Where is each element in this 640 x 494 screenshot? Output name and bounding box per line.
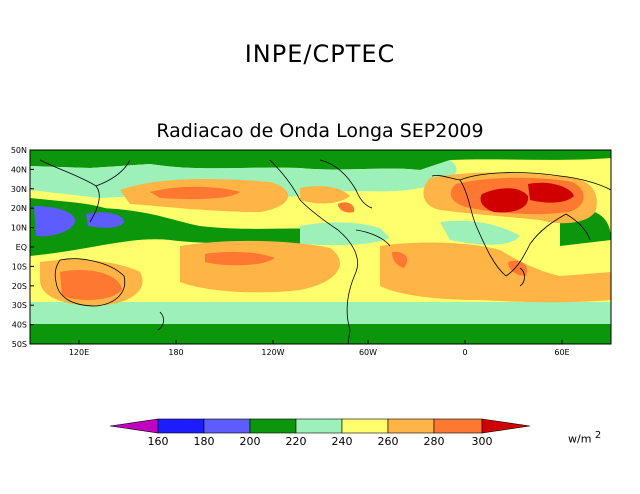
field-arabia-300 <box>528 182 574 203</box>
lon-label-180: 180 <box>168 348 183 357</box>
field-aus-280 <box>60 270 122 300</box>
field-satl-260 <box>380 242 611 303</box>
field-satl-280 <box>392 251 408 268</box>
lat-label-40s: 40S <box>12 321 27 330</box>
lat-label-10s: 10S <box>12 262 27 271</box>
colorbar-swatch-220 <box>295 418 343 434</box>
field-carib-280 <box>338 202 355 213</box>
colorbar-swatch-140 <box>109 418 159 434</box>
field-wpac-180 <box>34 206 76 237</box>
colorbar: 160 180 200 220 240 260 280 300 <box>109 418 531 448</box>
lon-label-120e: 120E <box>69 348 89 357</box>
colorbar-swatch-300 <box>481 418 531 434</box>
page-title: INPE/CPTEC <box>244 40 396 68</box>
lat-label-40n: 40N <box>11 165 27 174</box>
field-south-200 <box>30 324 611 344</box>
lat-label-50s: 50S <box>12 340 27 349</box>
olr-field <box>30 150 611 344</box>
colorbar-swatch-280 <box>433 418 483 434</box>
colorbar-label-220: 220 <box>286 435 307 448</box>
field-spac-260 <box>180 240 340 293</box>
lon-label-60w: 60W <box>359 348 377 357</box>
lon-axis: 120E 180 120W 60W 0 60E <box>69 340 570 357</box>
lon-label-120w: 120W <box>261 348 284 357</box>
lat-label-eq: EQ <box>16 243 27 252</box>
lat-label-20s: 20S <box>12 282 27 291</box>
lat-label-50n: 50N <box>11 146 27 155</box>
field-africa-220 <box>440 220 520 245</box>
lat-label-20n: 20N <box>11 204 27 213</box>
units-exponent: 2 <box>594 430 602 441</box>
colorbar-label-300: 300 <box>472 435 493 448</box>
lon-label-60e: 60E <box>554 348 569 357</box>
colorbar-swatch-160 <box>157 418 205 434</box>
lon-label-0: 0 <box>462 348 467 357</box>
lat-label-10n: 10N <box>11 224 27 233</box>
lat-label-30n: 30N <box>11 185 27 194</box>
field-mad-280 <box>508 260 527 276</box>
colorbar-label-160: 160 <box>148 435 169 448</box>
colorbar-label-260: 260 <box>378 435 399 448</box>
colorbar-label-280: 280 <box>424 435 445 448</box>
colorbar-swatch-260 <box>387 418 435 434</box>
field-sahara-300 <box>480 188 529 213</box>
colorbar-swatch-240 <box>341 418 389 434</box>
lat-label-30s: 30S <box>12 301 27 310</box>
field-natl-260 <box>300 186 350 204</box>
field-npac-280 <box>150 186 240 200</box>
colorbar-swatch-180 <box>203 418 251 434</box>
units-base: w/m <box>568 432 592 446</box>
lat-axis: 50N 40N 30N 20N 10N EQ 10S 20S 30S 40S 5… <box>11 146 34 349</box>
colorbar-label-180: 180 <box>194 435 215 448</box>
colorbar-label-200: 200 <box>240 435 261 448</box>
field-atl-220 <box>300 222 390 246</box>
map-title: Radiacao de Onda Longa SEP2009 <box>156 120 484 142</box>
units-label: w/m 2 <box>568 430 601 446</box>
olr-map: 50N 40N 30N 20N 10N EQ 10S 20S 30S 40S 5… <box>11 146 612 357</box>
colorbar-label-240: 240 <box>332 435 353 448</box>
field-spac-280 <box>205 251 275 266</box>
coastlines <box>39 159 611 344</box>
field-wpac-180b <box>86 212 124 228</box>
colorbar-swatch-200 <box>249 418 297 434</box>
